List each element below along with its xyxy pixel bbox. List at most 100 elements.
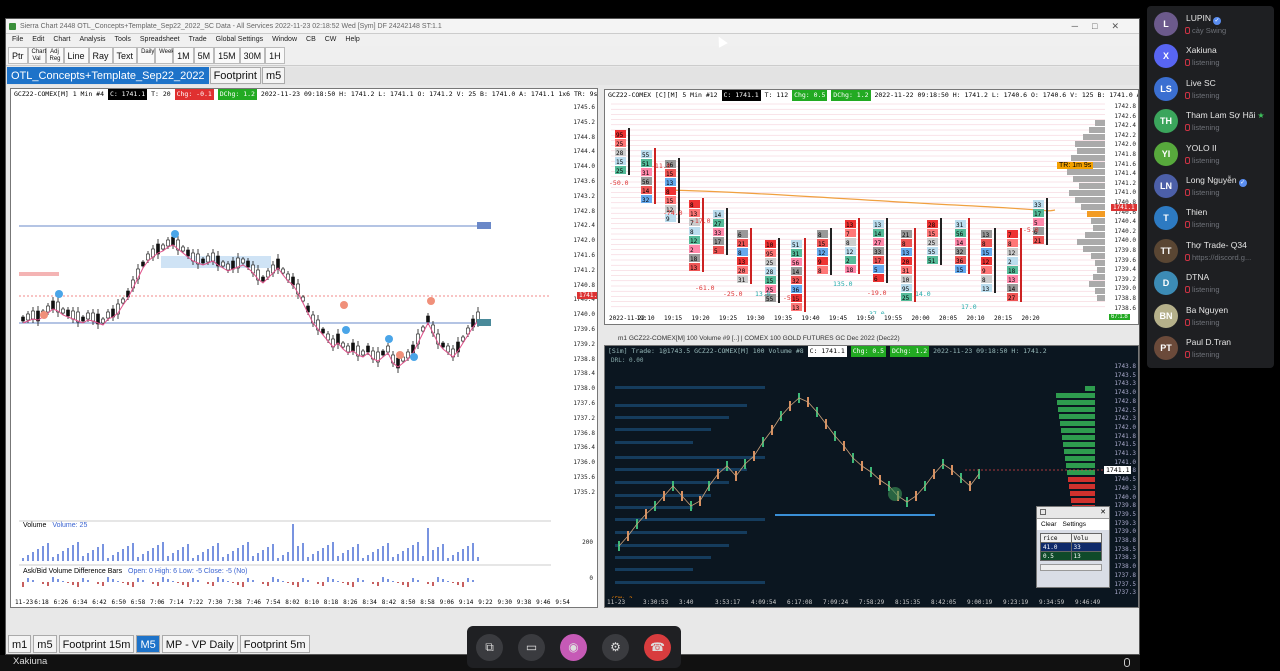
toolbar-button[interactable]: Ray <box>89 47 113 64</box>
footprint-chart[interactable]: GCZ22-COMEX [C][M] 5 Min #12 C: 1741.1 T… <box>604 89 1139 325</box>
member-item[interactable]: LN Long Nguyễn ✓ listening <box>1153 172 1273 202</box>
volume-band <box>615 416 729 419</box>
member-item[interactable]: X Xakiuna listening <box>1153 42 1273 72</box>
member-name-row: Long Nguyễn ✓ <box>1186 175 1247 187</box>
candle <box>87 313 90 319</box>
time-axis-label: 9:06 <box>440 599 454 606</box>
menu-item[interactable]: Help <box>345 36 359 43</box>
menu-item[interactable]: Trade <box>189 36 207 43</box>
price-axis-label: 1739.3 <box>1114 520 1136 527</box>
close-button[interactable]: ✕ <box>1111 21 1133 31</box>
window-titlebar[interactable]: Sierra Chart 2448 OTL_Concepts+Template_… <box>6 19 1139 34</box>
minimize-button[interactable]: ─ <box>1072 21 1092 31</box>
menu-item[interactable]: Spreadsheet <box>140 36 180 43</box>
price-axis-label: 1743.2 <box>573 193 595 200</box>
chart-tab[interactable]: Footprint 5m <box>240 635 310 653</box>
time-axis-label: 20:20 <box>1022 315 1040 322</box>
volume-study-name: Volume <box>23 522 46 529</box>
chart-tab[interactable]: m5 <box>33 635 56 653</box>
member-item[interactable]: TH Tham Lam Sợ Hãi ★ listening <box>1153 107 1273 137</box>
popup-close-icon[interactable]: ✕ <box>1100 507 1106 519</box>
table-row[interactable]: 0.5 13 <box>1041 552 1102 561</box>
time-axis: 2022-11-22 19:10 19:15 19:20 19:25 19:30 19:35… <box>605 314 1138 324</box>
footprint-cell-value: 31 <box>792 251 800 258</box>
member-item[interactable]: PT Paul D.Tran listening <box>1153 334 1273 364</box>
menu-item[interactable]: Window <box>272 36 297 43</box>
price-path <box>619 398 979 546</box>
one-minute-chart[interactable]: GCZ22-COMEX[M] 1 Min #4 C: 1741.1 T: 20 … <box>10 88 598 608</box>
price-axis-label: 1737.2 <box>573 415 595 422</box>
footprint-cell-value: 14 <box>642 188 650 195</box>
member-item[interactable]: YI YOLO II listening <box>1153 140 1273 170</box>
profile-bar <box>1097 295 1105 301</box>
chartbook-tab[interactable]: Footprint <box>210 67 261 84</box>
chartbook-tab[interactable]: OTL_Concepts+Template_Sep22_2022 <box>7 67 209 84</box>
footprint-cell-value: 18 <box>1008 268 1016 275</box>
chart-tab[interactable]: MP - VP Daily <box>162 635 238 653</box>
toolbar-button[interactable]: Line <box>64 47 89 64</box>
toolbar-button[interactable]: 1M <box>173 47 194 64</box>
menu-item[interactable]: File <box>12 36 23 43</box>
share-screen-button[interactable]: ⧉ <box>476 634 503 661</box>
menu-item[interactable]: Analysis <box>79 36 105 43</box>
activity-button[interactable]: ◉ <box>560 634 587 661</box>
member-item[interactable]: LS Live SC listening <box>1153 75 1273 105</box>
toolbar-button[interactable]: Chart Val <box>28 47 46 64</box>
trade-dom-popup[interactable]: ✕ Clear Settings rice Volu 41.0 33 0.5 13 <box>1036 506 1110 588</box>
toolbar-button[interactable]: Text <box>113 47 138 64</box>
candle <box>92 313 95 321</box>
toolbar-button[interactable]: 5M <box>194 47 215 64</box>
menu-item[interactable]: CW <box>325 36 337 43</box>
footprint-cell-value: 28 <box>616 150 624 157</box>
popup-scrollbar[interactable] <box>1040 564 1102 571</box>
camera-off-button[interactable]: ▭ <box>518 634 545 661</box>
call-controls: ⧉ ▭ ◉ ⚙ ☎ <box>467 626 681 668</box>
chart-tab[interactable]: m1 <box>8 635 31 653</box>
chartbook-tab[interactable]: m5 <box>262 67 285 84</box>
price-axis-label: 1743.6 <box>573 178 595 185</box>
menu-item[interactable]: Global Settings <box>216 36 263 43</box>
price-axis-label: 1737.5 <box>1114 581 1136 588</box>
member-item[interactable]: L LUPIN ✓ cày Swing <box>1153 10 1273 40</box>
leave-call-button[interactable]: ☎ <box>644 634 671 661</box>
footprint-cell-value: 6 <box>874 276 878 283</box>
member-status: listening <box>1192 350 1220 359</box>
member-item[interactable]: TT Thợ Trade- Q34 https://discord.g... <box>1153 237 1273 267</box>
footprint-cell-value: 55 <box>928 249 936 256</box>
settings-button[interactable]: ⚙ <box>602 634 629 661</box>
toolbar-button[interactable]: Week <box>155 47 173 64</box>
menu-item[interactable]: Tools <box>115 36 131 43</box>
toolbar-button[interactable]: 1H <box>265 47 285 64</box>
popup-tab[interactable]: Clear <box>1041 521 1057 528</box>
footprint-cell-value: 10 <box>902 277 910 284</box>
time-axis-label: 8:42:05 <box>931 599 956 606</box>
footprint-cell-value: 8 <box>818 268 822 275</box>
toolbar-button[interactable]: Daily <box>137 47 155 64</box>
menu-item[interactable]: Edit <box>32 36 44 43</box>
toolbar-button[interactable]: 30M <box>240 47 266 64</box>
member-item[interactable]: D DTNA listening <box>1153 269 1273 299</box>
member-status: listening <box>1192 285 1220 294</box>
delta-label: -5.0 <box>1023 226 1039 234</box>
popup-titlebar[interactable]: ✕ <box>1037 507 1109 519</box>
member-status: https://discord.g... <box>1192 253 1251 262</box>
highlight-marker <box>888 487 902 501</box>
member-item[interactable]: BN Ba Nguyen listening <box>1153 302 1273 332</box>
volume-band <box>615 568 693 571</box>
menu-item[interactable]: CB <box>306 36 316 43</box>
member-item[interactable]: T Thien listening <box>1153 204 1273 234</box>
chart-tab[interactable]: Footprint 15m <box>59 635 135 653</box>
toolbar-button[interactable]: Adj Reg <box>46 47 64 64</box>
candle <box>362 351 365 355</box>
microphone-icon[interactable] <box>1124 658 1130 667</box>
popup-tab[interactable]: Settings <box>1063 521 1087 528</box>
dom-level <box>1070 491 1095 496</box>
toolbar-button[interactable]: Ptr <box>8 47 28 64</box>
toolbar-button[interactable]: 15M <box>214 47 240 64</box>
maximize-button[interactable]: □ <box>1092 21 1111 31</box>
menu-item[interactable]: Chart <box>53 36 70 43</box>
table-row[interactable]: 41.0 33 <box>1041 543 1102 552</box>
footprint-cell-value: 31 <box>902 268 910 275</box>
chart-tab[interactable]: M5 <box>136 635 159 653</box>
profile-bar <box>1097 267 1105 273</box>
